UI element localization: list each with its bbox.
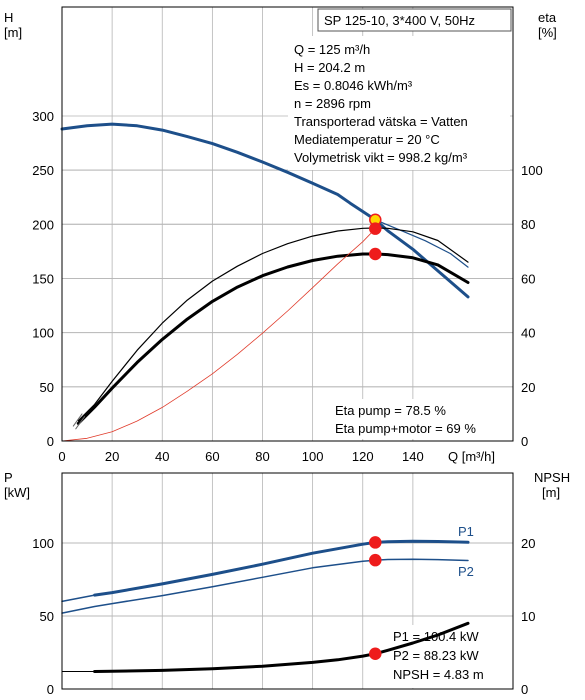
npsh-tick-label: 20 [521,536,535,551]
info-liquid: Transporterad vätska = Vatten [294,114,468,129]
operating-point-marker [369,536,382,549]
operating-point-marker [369,647,382,660]
q-tick-label: 60 [205,449,219,464]
title-box [317,8,512,32]
p-axis-unit: [kW] [4,485,30,500]
info-density: Volymetrisk vikt = 998.2 kg/m³ [294,150,468,165]
eta-tick-label: 100 [521,163,543,178]
npsh-axis-unit: [m] [542,485,560,500]
top-chart-curves [60,122,470,442]
top-info-background [288,36,510,170]
info-eta-pump: Eta pump = 78.5 % [335,403,446,418]
top-curve-1 [374,219,469,268]
bottom-curve-3 [93,621,470,673]
q-axis-label: Q [m³/h] [448,449,495,464]
h-axis-unit: [m] [4,25,22,40]
p2-series-label: P2 [458,564,474,579]
h-tick-label: 200 [32,217,54,232]
q-tick-label: 0 [58,449,65,464]
p-tick-label: 0 [47,682,54,697]
info-head: H = 204.2 m [294,60,365,75]
h-tick-label: 150 [32,272,54,287]
npsh-tick-label: 10 [521,609,535,624]
info-speed: n = 2896 rpm [294,96,371,111]
eta-info-background [330,399,510,439]
p-axis-label: P [4,470,13,485]
operating-point-marker [369,247,382,261]
q-tick-label: 120 [352,449,374,464]
h-tick-label: 50 [40,380,54,395]
q-tick-label: 100 [302,449,324,464]
npsh-tick-label: 0 [521,682,528,697]
bottom-info-background [388,625,508,688]
axis-tick-labels: 0 20 40 60 80 100 120 1400501001502002503000204… [32,109,542,697]
h-tick-label: 250 [32,163,54,178]
q-tick-label: 20 [105,449,119,464]
npsh-axis-label: NPSH [534,470,570,485]
h-tick-label: 300 [32,109,54,124]
bottom-curve-1 [61,594,96,603]
info-temperature: Mediatemperatur = 20 °C [294,132,440,147]
info-p2: P2 = 88.23 kW [393,648,479,663]
eta-tick-label: 40 [521,326,535,341]
top-curve-3 [76,252,470,425]
eta-tick-label: 60 [521,271,535,286]
operating-point-marker [369,222,382,235]
eta-stub [75,416,86,430]
eta-axis-unit: [%] [538,25,557,40]
q-tick-label: 140 [402,449,424,464]
info-eta-pump-motor: Eta pump+motor = 69 % [335,421,476,436]
p1-series-label: P1 [458,524,474,539]
p-tick-label: 100 [32,536,54,551]
eta-tick-label: 20 [521,380,535,395]
eta-stub [72,413,83,427]
top-chart-frame [61,6,514,442]
eta-axis-label: eta [538,10,557,25]
top-curve-4 [61,228,376,442]
bottom-chart-curves [61,539,470,673]
eta-tick-label: 0 [521,434,528,449]
info-npsh: NPSH = 4.83 m [393,667,484,682]
h-axis-label: H [4,10,13,25]
info-specific-energy: Es = 0.8046 kWh/m³ [294,78,413,93]
pump-model-title: SP 125-10, 3*400 V, 50Hz [324,13,475,28]
operating-point-marker [369,553,382,567]
bottom-curve-0 [93,539,470,597]
p-tick-label: 50 [40,609,54,624]
h-tick-label: 0 [47,434,54,449]
bottom-curve-2 [61,558,469,614]
top-curve-0 [60,122,470,299]
info-p1: P1 = 100.4 kW [393,629,479,644]
eta-tick-label: 80 [521,217,535,232]
q-tick-label: 40 [155,449,169,464]
operating-points [369,213,382,660]
info-flow: Q = 125 m³/h [294,42,370,57]
q-tick-label: 80 [255,449,269,464]
bottom-chart-frame [61,472,514,690]
h-tick-label: 100 [32,326,54,341]
top-curve-2 [77,227,469,422]
bottom-chart-grid [62,473,513,689]
